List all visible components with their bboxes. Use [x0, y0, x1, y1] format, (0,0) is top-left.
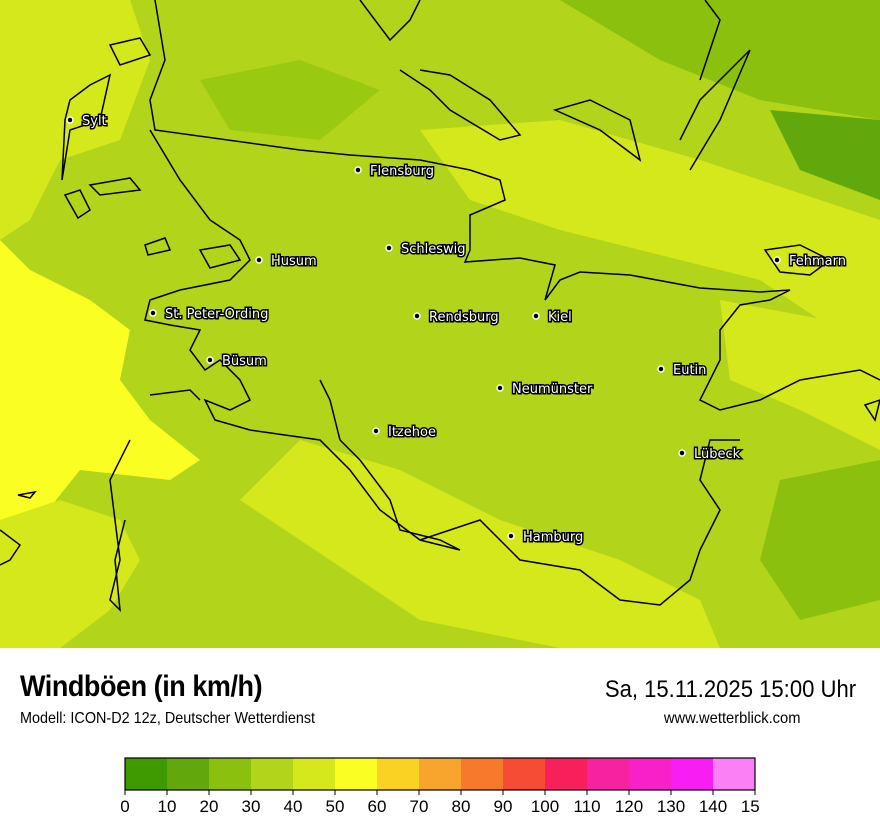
- city-itzehoe: Itzehoe: [372, 424, 437, 442]
- city-büsum: Büsum: [206, 353, 268, 371]
- city-label: Sylt: [82, 114, 107, 129]
- city-label: Schleswig: [401, 242, 466, 257]
- color-legend: 0 10 20 30 40 50 60 70 80 90 100 110 120 130 140 150: [120, 757, 760, 816]
- city-label: Itzehoe: [388, 425, 436, 440]
- legend-tick-label: 0: [120, 797, 129, 816]
- legend-swatch: [377, 758, 419, 790]
- city-sylt: Sylt: [66, 113, 108, 131]
- legend-tick-label: 20: [200, 797, 219, 816]
- forecast-datetime: Sa, 15.11.2025 15:00 Uhr: [604, 676, 856, 703]
- legend-swatch: [335, 758, 377, 790]
- legend-swatch: [293, 758, 335, 790]
- legend-swatch: [461, 758, 503, 790]
- city-dot-icon: [532, 312, 540, 320]
- legend-swatch: [167, 758, 209, 790]
- city-eutin: Eutin: [657, 362, 708, 380]
- legend-swatch: [125, 758, 167, 790]
- city-dot-icon: [507, 532, 515, 540]
- website-link[interactable]: www.wetterblick.com: [663, 710, 800, 727]
- city-kiel: Kiel: [532, 309, 573, 327]
- city-lübeck: Lübeck: [678, 446, 742, 464]
- city-dot-icon: [66, 116, 74, 124]
- legend-tick-label: 80: [452, 797, 471, 816]
- legend-swatch: [503, 758, 545, 790]
- city-label: Lübeck: [694, 447, 741, 462]
- gust-fields: [0, 0, 880, 648]
- legend-swatch: [209, 758, 251, 790]
- legend-tick-label: 40: [284, 797, 303, 816]
- city-label: Husum: [271, 254, 317, 269]
- city-label: Rendsburg: [429, 310, 499, 325]
- legend-tick-label: 100: [531, 797, 559, 816]
- legend-tick-label: 110: [573, 797, 600, 816]
- legend-tick-label: 120: [615, 797, 643, 816]
- legend-tick-label: 60: [368, 797, 387, 816]
- legend-swatch: [713, 758, 755, 790]
- city-flensburg: Flensburg: [354, 163, 435, 181]
- city-husum: Husum: [255, 253, 318, 271]
- city-dot-icon: [149, 309, 157, 317]
- city-hamburg: Hamburg: [507, 529, 585, 547]
- city-fehmarn: Fehmarn: [773, 253, 848, 271]
- legend-tick-label: 10: [158, 797, 177, 816]
- legend-tick-label: 150: [741, 797, 760, 816]
- city-label: Eutin: [673, 363, 706, 378]
- legend-swatch: [671, 758, 713, 790]
- city-schleswig: Schleswig: [385, 241, 467, 259]
- legend-tick-label: 50: [326, 797, 345, 816]
- legend-tick-label: 30: [242, 797, 261, 816]
- city-dot-icon: [773, 256, 781, 264]
- city-dot-icon: [255, 256, 263, 264]
- city-dot-icon: [678, 449, 686, 457]
- model-source: Modell: ICON-D2 12z, Deutscher Wetterdie…: [20, 710, 316, 727]
- city-dot-icon: [413, 312, 421, 320]
- city-label: Flensburg: [370, 164, 434, 179]
- city-rendsburg: Rendsburg: [413, 309, 500, 327]
- city-st-peter-ording: St. Peter-Ording: [149, 306, 270, 324]
- legend-tick-label: 70: [410, 797, 429, 816]
- legend-border: [124, 757, 756, 791]
- city-label: Neumünster: [512, 382, 593, 397]
- legend-swatch: [419, 758, 461, 790]
- map-title: Windböen (in km/h): [20, 670, 263, 703]
- city-label: St. Peter-Ording: [165, 307, 268, 322]
- city-neumünster: Neumünster: [496, 381, 594, 399]
- city-dot-icon: [372, 427, 380, 435]
- city-markers: Sylt Flensburg Schleswig Husum Fehmarn St. Pe…: [66, 113, 848, 547]
- city-label: Fehmarn: [789, 254, 846, 269]
- coastlines: [0, 0, 880, 613]
- city-dot-icon: [385, 244, 393, 252]
- legend-swatch: [251, 758, 293, 790]
- wind-gust-map: Sylt Flensburg Schleswig Husum Fehmarn St. Pe…: [0, 0, 880, 648]
- legend-swatch: [629, 758, 671, 790]
- city-dot-icon: [657, 365, 665, 373]
- city-label: Kiel: [548, 310, 572, 325]
- legend-swatch: [587, 758, 629, 790]
- city-label: Hamburg: [523, 530, 583, 545]
- legend-tick-label: 90: [494, 797, 513, 816]
- legend-swatch: [545, 758, 587, 790]
- city-dot-icon: [206, 356, 214, 364]
- legend-tick-label: 130: [657, 797, 685, 816]
- city-dot-icon: [354, 166, 362, 174]
- legend-tick-label: 140: [699, 797, 727, 816]
- city-dot-icon: [496, 384, 504, 392]
- city-label: Büsum: [222, 354, 267, 369]
